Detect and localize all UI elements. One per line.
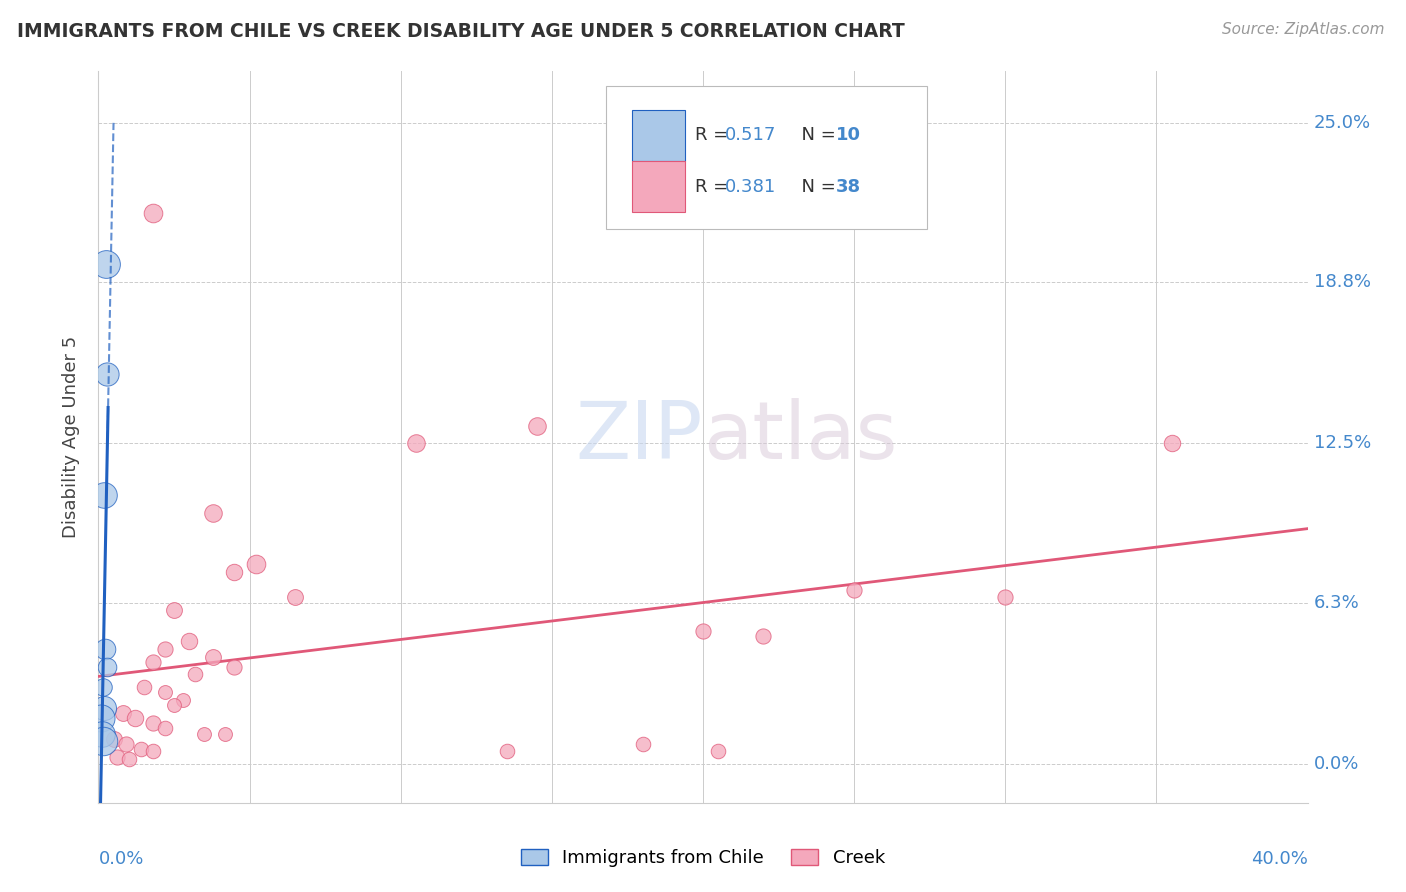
Text: 10: 10 xyxy=(837,126,860,144)
Text: Source: ZipAtlas.com: Source: ZipAtlas.com xyxy=(1222,22,1385,37)
Text: atlas: atlas xyxy=(703,398,897,476)
Point xyxy=(224,660,246,674)
FancyBboxPatch shape xyxy=(606,86,927,228)
Text: IMMIGRANTS FROM CHILE VS CREEK DISABILITY AGE UNDER 5 CORRELATION CHART: IMMIGRANTS FROM CHILE VS CREEK DISABILIT… xyxy=(17,22,904,41)
Point xyxy=(124,711,146,725)
Point xyxy=(752,629,775,643)
Text: 6.3%: 6.3% xyxy=(1313,593,1360,612)
Point xyxy=(707,744,730,758)
Y-axis label: Disability Age Under 5: Disability Age Under 5 xyxy=(62,336,80,538)
Point xyxy=(118,752,141,766)
Point xyxy=(142,744,165,758)
Text: 18.8%: 18.8% xyxy=(1313,273,1371,291)
Legend: Immigrants from Chile, Creek: Immigrants from Chile, Creek xyxy=(513,841,893,874)
Point xyxy=(142,205,165,219)
Point xyxy=(495,744,517,758)
Point xyxy=(153,641,176,656)
Point xyxy=(94,641,117,656)
Point xyxy=(105,749,128,764)
Text: 12.5%: 12.5% xyxy=(1313,434,1371,452)
Text: 0.0%: 0.0% xyxy=(1313,756,1360,773)
Point xyxy=(224,565,246,579)
Point xyxy=(153,722,176,736)
Point xyxy=(94,257,117,271)
Point xyxy=(692,624,714,638)
Point xyxy=(202,649,225,664)
Point xyxy=(1160,436,1182,450)
Point xyxy=(90,711,112,725)
FancyBboxPatch shape xyxy=(631,161,685,211)
Text: ZIP: ZIP xyxy=(575,398,703,476)
Point xyxy=(91,726,114,740)
Point xyxy=(284,591,307,605)
Point xyxy=(631,737,654,751)
Point xyxy=(193,726,215,740)
Point xyxy=(184,667,207,681)
Point xyxy=(202,506,225,520)
FancyBboxPatch shape xyxy=(631,110,685,161)
Point xyxy=(93,701,115,715)
Point xyxy=(114,737,136,751)
Text: R =: R = xyxy=(695,126,734,144)
Point xyxy=(96,368,118,382)
Point xyxy=(844,582,866,597)
Point xyxy=(994,591,1017,605)
Text: 0.517: 0.517 xyxy=(724,126,776,144)
Text: 40.0%: 40.0% xyxy=(1251,850,1308,868)
Point xyxy=(163,603,186,617)
Point xyxy=(103,731,125,746)
Text: 0.0%: 0.0% xyxy=(98,850,143,868)
Text: N =: N = xyxy=(790,126,842,144)
Point xyxy=(163,698,186,713)
Point xyxy=(245,557,267,571)
Point xyxy=(91,734,114,748)
Text: 25.0%: 25.0% xyxy=(1313,113,1371,132)
Point xyxy=(132,681,155,695)
Point xyxy=(111,706,134,720)
Text: 0.381: 0.381 xyxy=(724,178,776,196)
Text: R =: R = xyxy=(695,178,734,196)
Point xyxy=(172,693,194,707)
Point xyxy=(526,418,548,433)
Point xyxy=(405,436,427,450)
Point xyxy=(214,726,236,740)
Point xyxy=(91,681,114,695)
Point xyxy=(93,488,115,502)
Point xyxy=(142,655,165,669)
Point xyxy=(96,660,118,674)
Point xyxy=(129,742,152,756)
Point xyxy=(142,716,165,731)
Point xyxy=(153,685,176,699)
Text: N =: N = xyxy=(790,178,842,196)
Point xyxy=(179,634,201,648)
Text: 38: 38 xyxy=(837,178,860,196)
